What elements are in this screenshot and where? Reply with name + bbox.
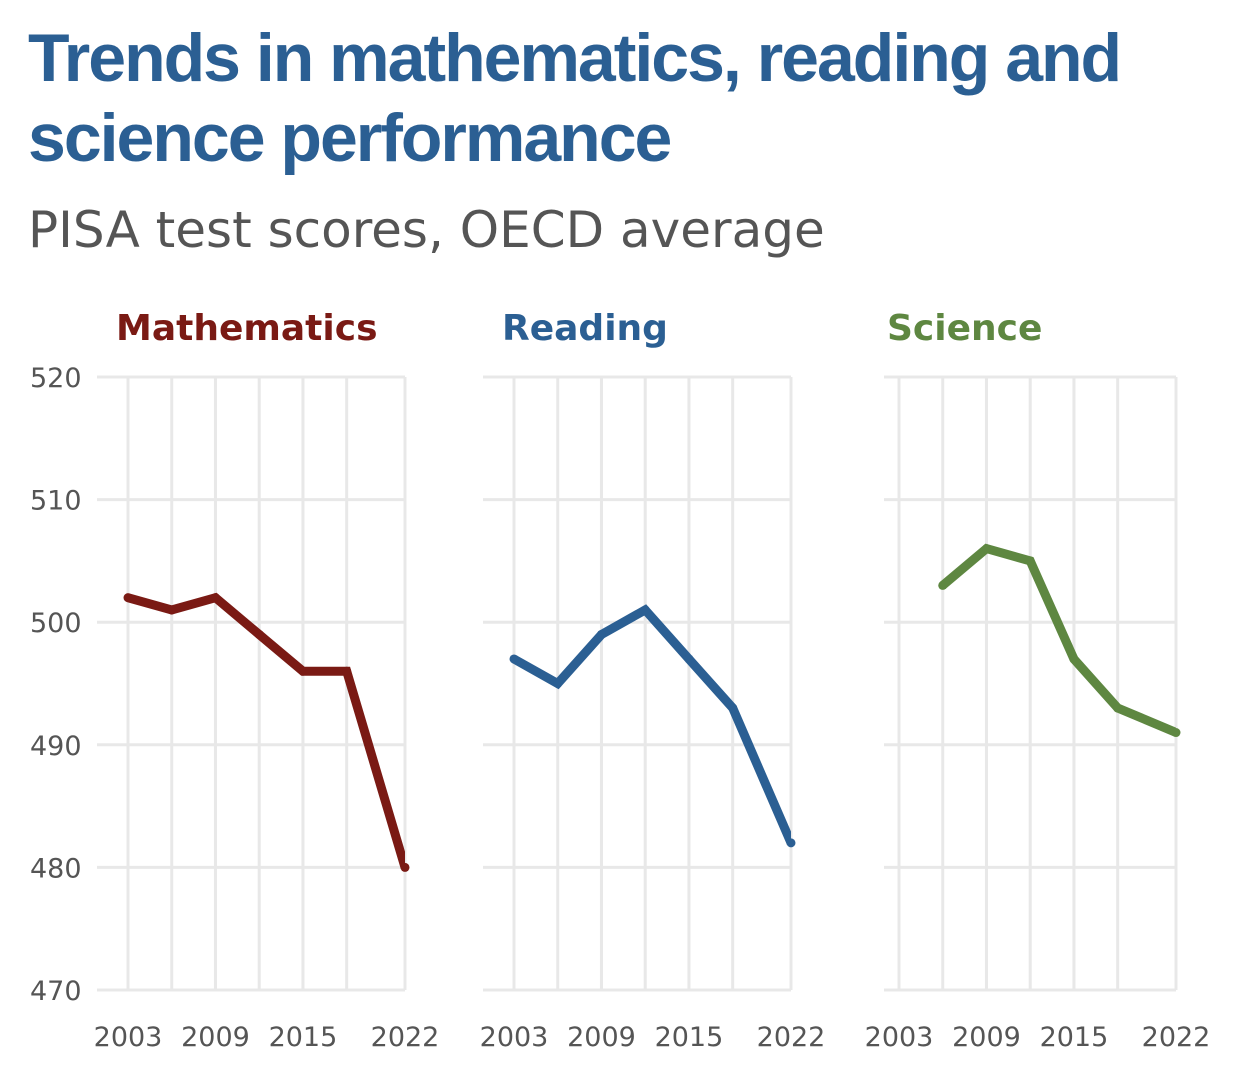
reading-data-point [640,605,650,615]
mathematics-data-point [167,605,177,615]
mathematics-x-tick-label: 2015 [269,1022,338,1053]
reading-series-line [511,604,791,845]
y-tick-label: 490 [30,731,82,762]
reading-x-tick-label: 2009 [567,1022,636,1053]
science-x-tick-label: 2022 [1142,1022,1211,1053]
mathematics-data-point [123,593,133,603]
mathematics-x-tick-label: 2009 [181,1022,250,1053]
mathematics-series-line [126,592,405,869]
science-data-point [1171,728,1181,738]
science-x-tick-label: 2015 [1040,1022,1109,1053]
reading-x-tick-label: 2022 [757,1022,826,1053]
science-data-point [1069,654,1079,664]
reading-data-point [786,838,796,848]
chart-subtitle: PISA test scores, OECD average [28,201,825,259]
reading-panel-title: Reading [502,308,668,349]
reading-data-point [684,654,694,664]
mathematics-data-point [400,862,410,872]
mathematics-data-point [210,593,220,603]
chart-title: Trends in mathematics, reading and scien… [28,20,1122,176]
reading-data-point [553,679,563,688]
science-panel-title: Science [887,308,1042,349]
science-series-line [939,543,1176,737]
reading-x-tick-label: 2015 [655,1022,724,1053]
reading-data-point [509,654,519,664]
reading-data-point [596,629,606,639]
reading-x-tick-label: 2003 [480,1022,549,1053]
science-data-point [1113,703,1123,713]
mathematics-x-tick-label: 2022 [371,1022,440,1053]
y-tick-label: 520 [30,363,82,394]
science-data-point [938,580,948,590]
mathematics-data-point [254,629,264,639]
y-tick-label: 510 [30,486,82,517]
mathematics-data-point [342,666,352,676]
reading-data-point [728,703,738,713]
y-tick-label: 470 [30,976,82,1007]
y-tick-label: 500 [30,608,82,639]
mathematics-panel-title: Mathematics [116,308,378,349]
science-data-point [981,544,991,554]
mathematics-x-tick-label: 2003 [94,1022,163,1053]
science-x-tick-label: 2003 [865,1022,934,1053]
science-data-point [1025,556,1035,566]
science-x-tick-label: 2009 [952,1022,1021,1053]
mathematics-data-point [298,666,308,676]
y-tick-label: 480 [30,853,82,884]
